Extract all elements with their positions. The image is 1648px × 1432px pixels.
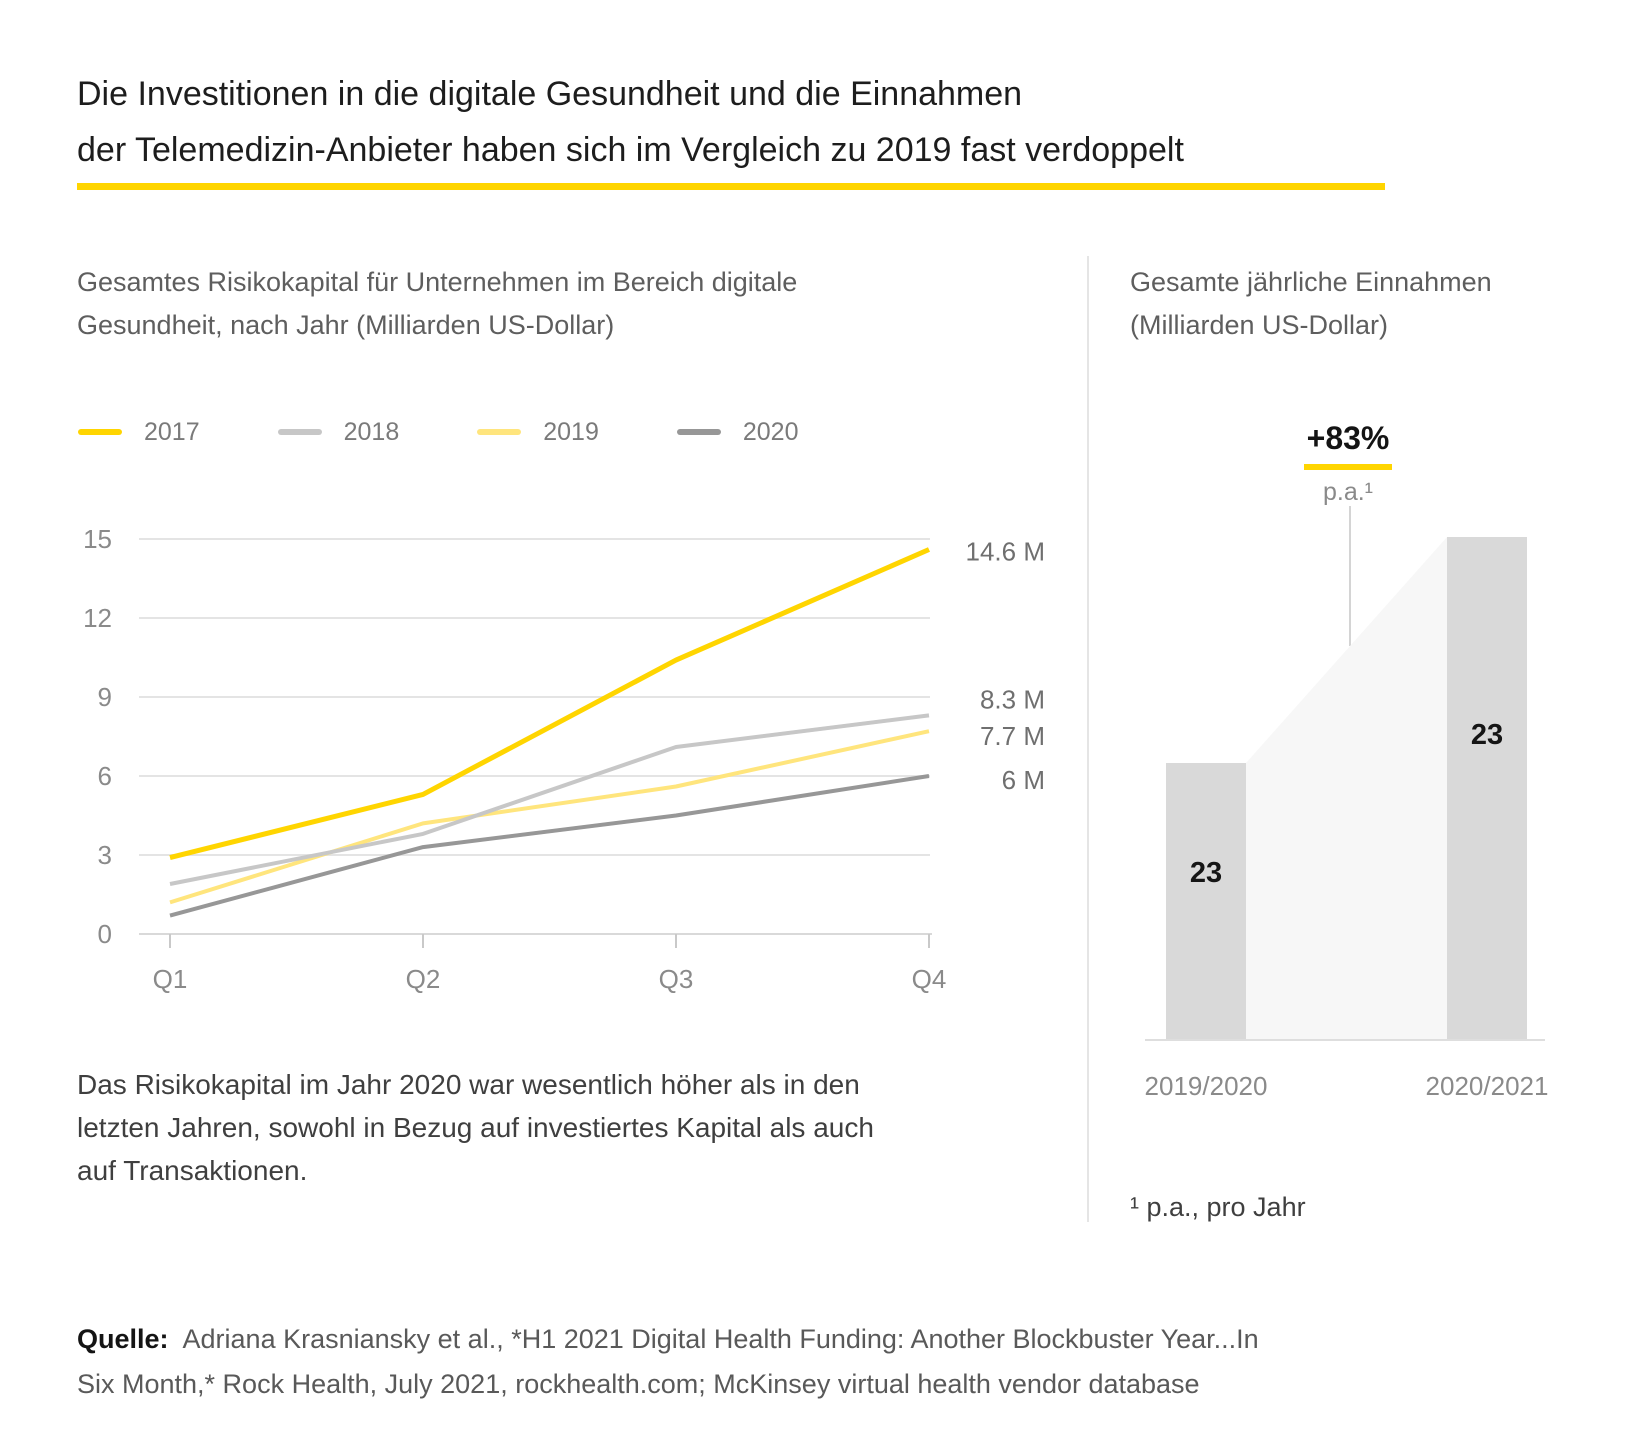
svg-text:15: 15 (83, 524, 112, 554)
svg-text:12: 12 (83, 603, 112, 633)
svg-text:9: 9 (98, 682, 112, 712)
svg-text:3: 3 (98, 840, 112, 870)
growth-note: p.a.¹ (1322, 478, 1374, 506)
legend-item-2018: 2018 (277, 417, 400, 447)
growth-accent-rule (1304, 464, 1392, 470)
source-text: Adriana Krasniansky et al., *H1 2021 Dig… (77, 1324, 1259, 1399)
svg-text:23: 23 (1471, 719, 1503, 751)
legend-label: 2019 (543, 417, 599, 446)
legend-swatch-icon (477, 429, 522, 435)
legend-label: 2018 (343, 417, 400, 446)
svg-text:14.6 M: 14.6 M (966, 537, 1046, 567)
growth-value: +83% (1306, 420, 1390, 456)
legend-swatch-icon (676, 429, 721, 435)
bar-chart: 23 2019/2020 23 2020/2021 (1145, 537, 1549, 1101)
source-label: Quelle: (77, 1324, 169, 1354)
legend-item-2017: 2017 (78, 418, 200, 447)
svg-text:Q2: Q2 (406, 964, 441, 994)
growth-annotation: +83% p.a.¹ (1240, 420, 1456, 507)
svg-text:8.3 M: 8.3 M (980, 684, 1045, 714)
panel-divider (1087, 256, 1089, 1222)
legend-item-2020: 2020 (676, 417, 799, 447)
svg-text:2020/2021: 2020/2021 (1426, 1071, 1549, 1101)
page-title: Die Investitionen in die digitale Gesund… (77, 75, 1184, 169)
svg-text:2019/2020: 2019/2020 (1145, 1071, 1268, 1101)
svg-text:Q3: Q3 (659, 964, 694, 994)
legend-label: 2020 (742, 417, 799, 446)
legend-label: 2017 (144, 417, 200, 446)
bar-chart-title: Gesamte jährliche Einnahmen (Milliarden … (1130, 267, 1492, 340)
legend-swatch-icon (277, 429, 322, 435)
line-chart-title: Gesamtes Risikokapital für Unternehmen i… (77, 267, 798, 340)
legend-swatch-icon (78, 429, 122, 435)
svg-text:0: 0 (98, 919, 112, 949)
svg-text:Q1: Q1 (153, 964, 188, 994)
svg-text:23: 23 (1190, 857, 1222, 889)
line-chart: 0 3 6 9 12 15 Q1 Q2 Q3 Q4 14.6 M 8.3 M 7.7 M 6 M (83, 524, 1046, 994)
title-accent-rule (77, 183, 1385, 190)
line-chart-legend: 2017 2018 2019 2020 (78, 418, 799, 446)
svg-text:6 M: 6 M (1002, 765, 1045, 795)
annotation-connector-line (1349, 506, 1351, 646)
svg-text:Q4: Q4 (912, 964, 947, 994)
left-panel-note: Das Risikokapital im Jahr 2020 war wesen… (77, 1069, 874, 1186)
svg-text:6: 6 (98, 761, 112, 791)
legend-item-2019: 2019 (477, 418, 599, 447)
svg-text:7.7 M: 7.7 M (980, 721, 1045, 751)
source-line: Quelle: Adriana Krasniansky et al., *H1 2… (77, 1272, 1517, 1407)
footnote: ¹ p.a., pro Jahr (1130, 1192, 1306, 1222)
